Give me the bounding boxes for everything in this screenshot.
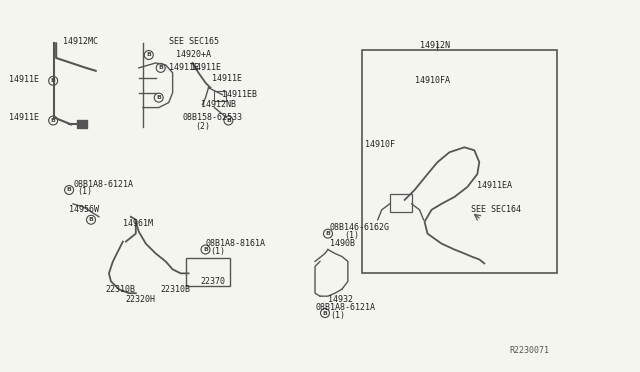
Text: (1): (1) bbox=[211, 247, 225, 256]
Text: B: B bbox=[158, 65, 163, 70]
Text: 14911E: 14911E bbox=[10, 113, 39, 122]
Text: 14911EB: 14911EB bbox=[223, 90, 257, 99]
Text: 14910F: 14910F bbox=[365, 140, 395, 149]
Text: (1): (1) bbox=[344, 231, 359, 240]
Text: B: B bbox=[156, 95, 161, 100]
Text: 14912MC: 14912MC bbox=[63, 36, 98, 46]
Text: 08B146-6162G: 08B146-6162G bbox=[330, 223, 390, 232]
Text: (2): (2) bbox=[196, 122, 211, 131]
Text: 22320H: 22320H bbox=[126, 295, 156, 304]
Bar bbox=[186, 259, 230, 286]
Text: (1): (1) bbox=[330, 311, 345, 320]
Text: 08B1A8-6121A: 08B1A8-6121A bbox=[315, 302, 375, 312]
Text: R2230071: R2230071 bbox=[509, 346, 549, 355]
Text: 22310B: 22310B bbox=[161, 285, 191, 294]
Text: B: B bbox=[88, 217, 93, 222]
Text: SEE SEC165: SEE SEC165 bbox=[169, 36, 219, 46]
Text: 14911E: 14911E bbox=[169, 63, 198, 73]
Text: 1490B: 1490B bbox=[330, 239, 355, 248]
Bar bbox=[390, 194, 412, 212]
Text: 08B1A8-8161A: 08B1A8-8161A bbox=[205, 239, 266, 248]
Text: 14920+A: 14920+A bbox=[175, 51, 211, 60]
Text: B: B bbox=[51, 118, 56, 123]
Text: 22310B: 22310B bbox=[106, 285, 136, 294]
Text: B: B bbox=[67, 187, 72, 192]
Bar bbox=[214, 91, 227, 101]
Text: SEE SEC164: SEE SEC164 bbox=[471, 205, 522, 214]
Text: 22370: 22370 bbox=[200, 277, 225, 286]
Text: 14956W: 14956W bbox=[69, 205, 99, 214]
Text: 14932: 14932 bbox=[328, 295, 353, 304]
Text: 14911E: 14911E bbox=[10, 75, 39, 84]
Text: 14961M: 14961M bbox=[123, 219, 153, 228]
Text: B: B bbox=[323, 311, 328, 315]
Text: B: B bbox=[51, 78, 56, 83]
Text: 14910FA: 14910FA bbox=[415, 76, 449, 85]
Bar bbox=[362, 50, 557, 273]
Text: 14912NB: 14912NB bbox=[200, 100, 236, 109]
Text: 14912N: 14912N bbox=[420, 41, 449, 49]
Text: B: B bbox=[203, 247, 208, 252]
Text: 08B158-62533: 08B158-62533 bbox=[182, 113, 243, 122]
Bar bbox=[77, 121, 87, 128]
Text: B: B bbox=[226, 118, 231, 123]
Text: 14911E: 14911E bbox=[191, 63, 221, 73]
Text: B: B bbox=[326, 231, 330, 236]
Text: 14911E: 14911E bbox=[212, 74, 243, 83]
Text: 14911EA: 14911EA bbox=[477, 182, 512, 190]
Text: 08B1A8-6121A: 08B1A8-6121A bbox=[73, 180, 133, 189]
Text: (1): (1) bbox=[77, 187, 92, 196]
Text: B: B bbox=[147, 52, 151, 58]
